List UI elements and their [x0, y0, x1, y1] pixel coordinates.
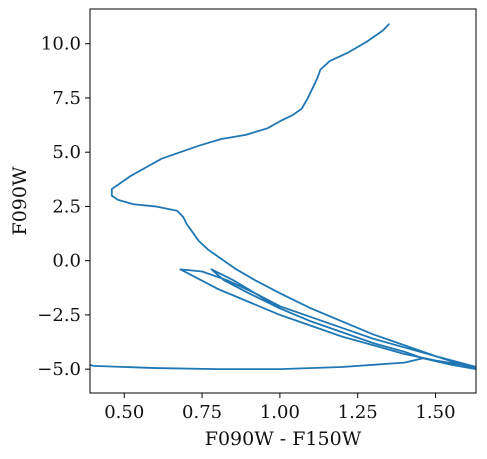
y-tick-label: 5.0: [52, 142, 81, 163]
y-tick-label: 10.0: [41, 34, 81, 55]
x-axis-title: F090W - F150W: [205, 428, 362, 450]
y-axis-title: F090W: [9, 166, 31, 235]
series-line-0: [90, 23, 476, 371]
x-axis: 0.50 0.75 1.00 1.25 1.50: [104, 393, 456, 423]
x-tick-label: 1.50: [415, 402, 455, 423]
x-tick-label: 1.25: [338, 402, 378, 423]
y-axis: −5.0 −2.5 0.0 2.5 5.0 7.5 10.0: [37, 34, 90, 380]
x-tick-label: 0.75: [182, 402, 222, 423]
series-layer: [90, 23, 476, 371]
plot-frame: [89, 8, 477, 394]
y-tick-label: 0.0: [52, 251, 81, 272]
y-tick-label: −2.5: [37, 305, 81, 326]
y-tick-label: 7.5: [52, 88, 81, 109]
x-tick-label: 1.00: [260, 402, 300, 423]
y-tick-label: −5.0: [37, 359, 81, 380]
y-tick-label: 2.5: [52, 196, 81, 217]
x-tick-label: 0.50: [104, 402, 144, 423]
